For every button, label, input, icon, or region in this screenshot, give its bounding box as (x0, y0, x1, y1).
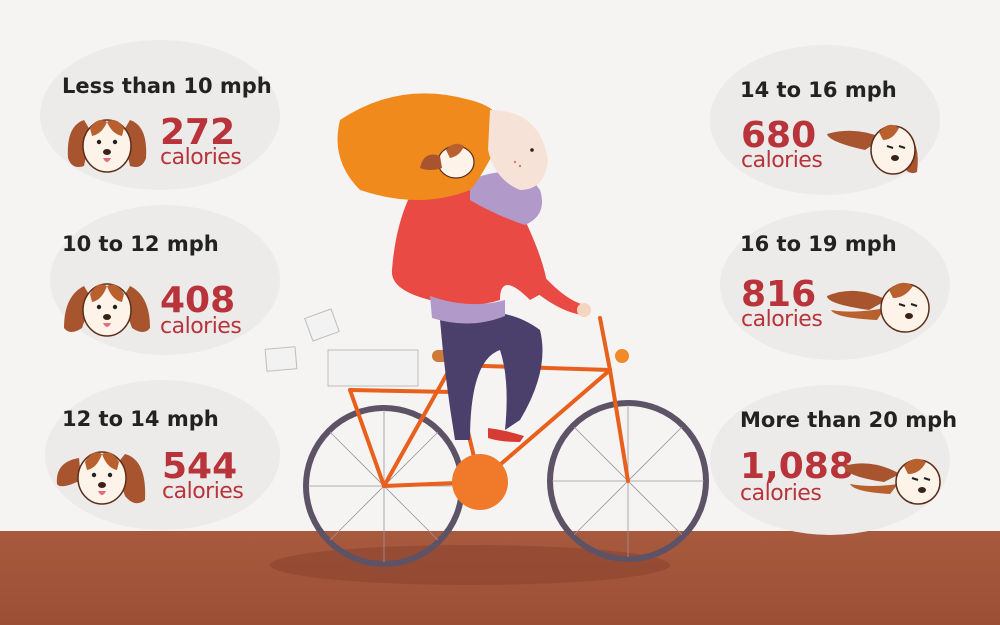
dog-face-icon (844, 458, 941, 505)
speed-label: 16 to 19 mph (740, 232, 897, 256)
calorie-value: 1,088 (740, 446, 854, 487)
speed-label: Less than 10 mph (62, 74, 272, 98)
calorie-unit: calories (160, 145, 242, 170)
calorie-unit: calories (160, 314, 242, 339)
dog-face-icon (827, 282, 930, 333)
speech-bubble (45, 380, 280, 530)
calorie-unit: calories (741, 148, 823, 173)
speech-bubble (50, 205, 280, 355)
calorie-value: 272 (160, 112, 236, 153)
speed-label: More than 20 mph (740, 408, 958, 432)
dog-face-icon (67, 119, 147, 173)
calorie-unit: calories (162, 479, 244, 504)
calorie-unit: calories (741, 307, 823, 332)
speech-bubble (710, 385, 950, 535)
speed-label: 10 to 12 mph (62, 232, 219, 256)
speed-label: 12 to 14 mph (62, 407, 219, 431)
speed-label: 14 to 16 mph (740, 78, 897, 102)
calorie-unit: calories (740, 481, 822, 506)
dog-face-icon (64, 283, 150, 337)
dog-face-icon (827, 124, 918, 175)
calorie-value: 816 (741, 274, 817, 315)
calorie-value: 544 (162, 446, 238, 487)
calorie-value: 680 (741, 115, 817, 156)
dog-face-icon (56, 451, 146, 505)
calorie-value: 408 (160, 280, 236, 321)
